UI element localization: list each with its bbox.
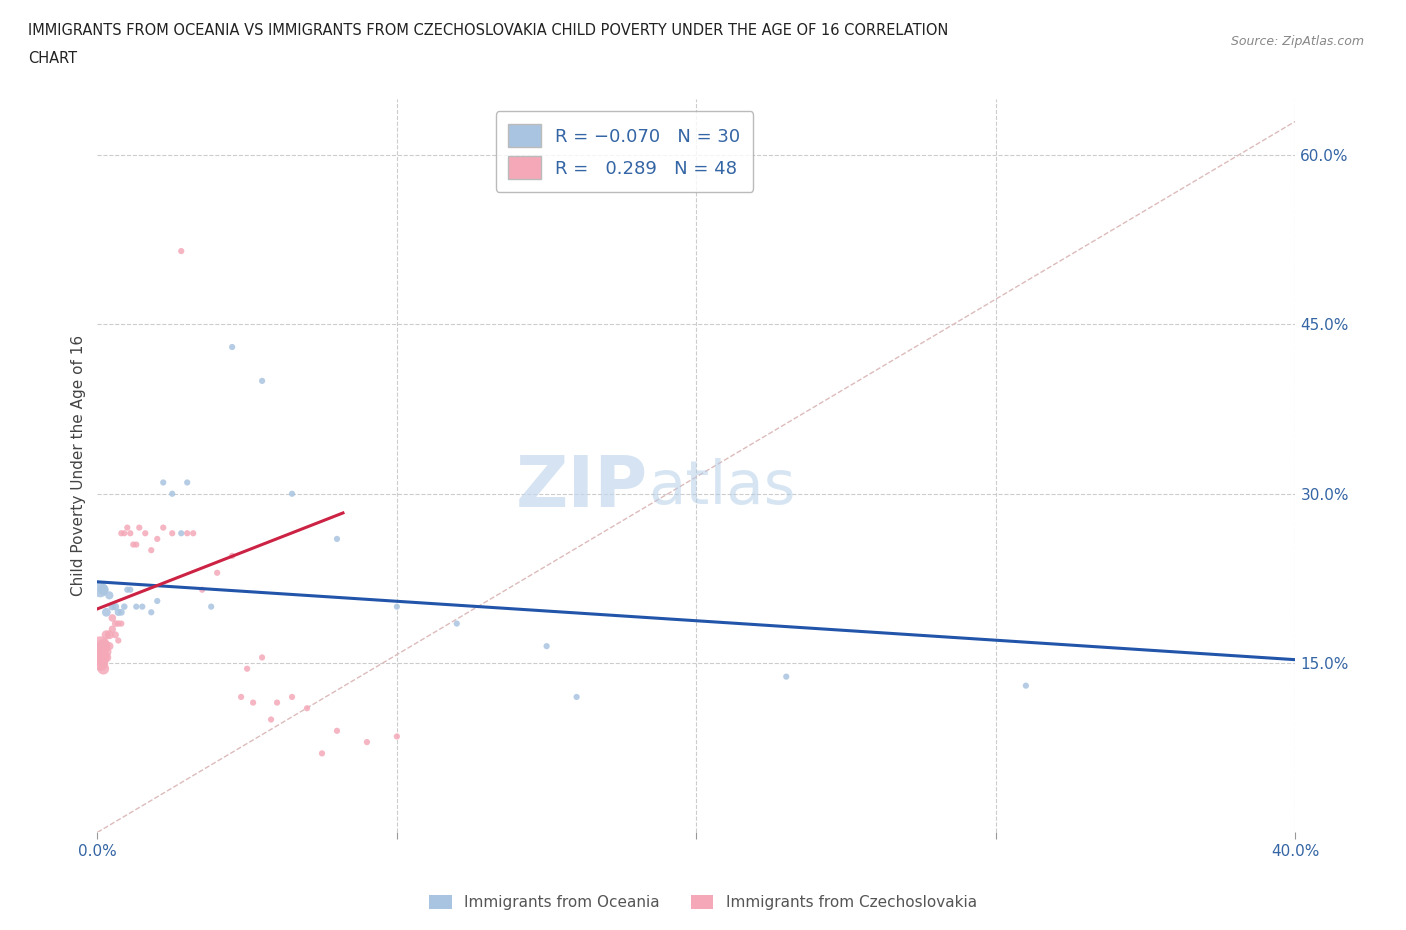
Point — [236, 661, 259, 676]
Point — [101, 599, 124, 614]
Point — [110, 525, 132, 540]
Point — [107, 633, 129, 648]
Point — [266, 695, 288, 710]
Point — [93, 639, 115, 654]
Text: IMMIGRANTS FROM OCEANIA VS IMMIGRANTS FROM CZECHOSLOVAKIA CHILD POVERTY UNDER TH: IMMIGRANTS FROM OCEANIA VS IMMIGRANTS FR… — [28, 23, 949, 38]
Point — [536, 639, 558, 654]
Point — [356, 735, 378, 750]
Point — [176, 525, 198, 540]
Point — [98, 639, 121, 654]
Point — [110, 604, 132, 619]
Point — [146, 593, 169, 608]
Point — [107, 617, 129, 631]
Point — [152, 520, 174, 535]
Text: CHART: CHART — [28, 51, 77, 66]
Point — [141, 604, 163, 619]
Point — [250, 650, 273, 665]
Point — [101, 610, 124, 625]
Point — [131, 599, 153, 614]
Point — [93, 582, 115, 597]
Point — [112, 525, 135, 540]
Point — [170, 525, 193, 540]
Point — [125, 538, 148, 552]
Point — [221, 339, 243, 354]
Text: atlas: atlas — [648, 458, 796, 517]
Point — [141, 543, 163, 558]
Point — [170, 244, 193, 259]
Point — [110, 617, 132, 631]
Point — [775, 670, 797, 684]
Point — [89, 582, 111, 597]
Point — [104, 628, 127, 643]
Point — [176, 475, 198, 490]
Point — [96, 644, 118, 659]
Point — [565, 689, 588, 704]
Point — [89, 639, 111, 654]
Point — [122, 538, 145, 552]
Point — [181, 525, 204, 540]
Point — [98, 628, 121, 643]
Point — [385, 729, 408, 744]
Text: ZIP: ZIP — [516, 453, 648, 522]
Point — [96, 604, 118, 619]
Text: Source: ZipAtlas.com: Source: ZipAtlas.com — [1230, 35, 1364, 48]
Point — [89, 650, 111, 665]
Point — [152, 475, 174, 490]
Y-axis label: Child Poverty Under the Age of 16: Child Poverty Under the Age of 16 — [72, 335, 86, 596]
Point — [107, 604, 129, 619]
Point — [134, 525, 156, 540]
Point — [295, 701, 318, 716]
Point — [146, 531, 169, 546]
Point — [281, 486, 304, 501]
Point — [311, 746, 333, 761]
Point — [101, 622, 124, 637]
Point — [221, 549, 243, 564]
Point — [326, 531, 349, 546]
Point — [385, 599, 408, 614]
Point — [112, 599, 135, 614]
Point — [200, 599, 222, 614]
Point — [89, 656, 111, 671]
Point — [98, 588, 121, 603]
Point — [120, 525, 142, 540]
Point — [250, 374, 273, 389]
Point — [120, 582, 142, 597]
Point — [326, 724, 349, 738]
Point — [93, 650, 115, 665]
Point — [446, 617, 468, 631]
Point — [104, 599, 127, 614]
Point — [260, 712, 283, 727]
Point — [96, 650, 118, 665]
Point — [205, 565, 228, 580]
Point — [117, 582, 139, 597]
Point — [160, 525, 183, 540]
Point — [242, 695, 264, 710]
Point — [125, 599, 148, 614]
Point — [1015, 678, 1038, 693]
Point — [93, 661, 115, 676]
Point — [117, 520, 139, 535]
Point — [229, 689, 252, 704]
Point — [160, 486, 183, 501]
Point — [191, 582, 214, 597]
Point — [281, 689, 304, 704]
Legend: Immigrants from Oceania, Immigrants from Czechoslovakia: Immigrants from Oceania, Immigrants from… — [422, 887, 984, 918]
Point — [128, 520, 150, 535]
Point — [96, 628, 118, 643]
Point — [104, 617, 127, 631]
Legend: R = −0.070   N = 30, R =   0.289   N = 48: R = −0.070 N = 30, R = 0.289 N = 48 — [496, 112, 754, 193]
